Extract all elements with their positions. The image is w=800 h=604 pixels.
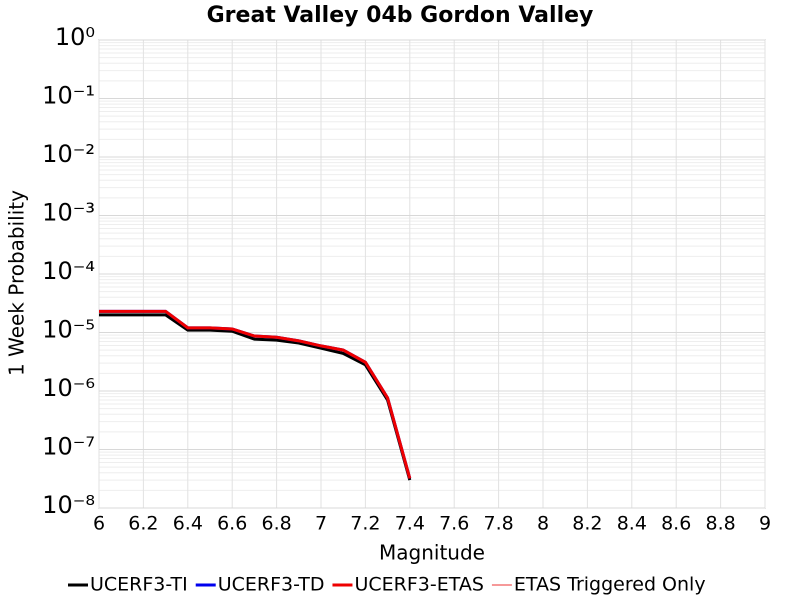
x-tick-label: 8.2 [572,513,602,535]
legend-label: ETAS Triggered Only [514,574,706,596]
chart-title: Great Valley 04b Gordon Valley [207,3,594,28]
x-tick-label: 8 [537,513,549,535]
y-tick-label: 10⁻⁷ [42,433,95,461]
legend: UCERF3-TI UCERF3-TD UCERF3-ETAS ETAS Trigge… [68,574,706,596]
y-tick-label: 10⁻⁵ [42,316,95,344]
x-tick-label: 7 [315,513,327,535]
legend-label: UCERF3-TD [218,574,325,596]
y-tick-label: 10⁻⁶ [42,374,95,402]
x-tick-label: 6.6 [217,513,247,535]
x-tick-label: 8.8 [705,513,735,535]
y-tick-label: 10⁻⁸ [42,491,95,519]
x-tick-label: 6.2 [128,513,158,535]
x-tick-label: 7.8 [483,513,513,535]
legend-label: UCERF3-ETAS [354,574,483,596]
y-tick-label: 10⁻¹ [42,82,95,110]
legend-label: UCERF3-TI [90,574,188,596]
y-tick-label: 10⁰ [55,23,95,51]
x-tick-label: 7.2 [350,513,380,535]
grid [98,39,766,509]
x-tick-label: 7.4 [395,513,425,535]
x-tick-label: 6.8 [261,513,291,535]
x-tick-label: 8.4 [617,513,647,535]
x-tick-label: 6.4 [173,513,203,535]
y-tick-label: 10⁻⁴ [42,257,95,285]
x-tick-label: 8.6 [661,513,691,535]
y-tick-label: 10⁻² [42,140,95,168]
lines [99,309,412,481]
y-axis-label: 1 Week Probability [5,190,29,376]
y-tick-label: 10⁻³ [42,199,95,227]
x-tick-label: 7.6 [439,513,469,535]
x-axis-label: Magnitude [379,541,485,565]
x-tick-label: 6 [93,513,105,535]
x-tick-label: 9 [759,513,771,535]
series-line [99,309,412,479]
series-line [99,313,412,481]
